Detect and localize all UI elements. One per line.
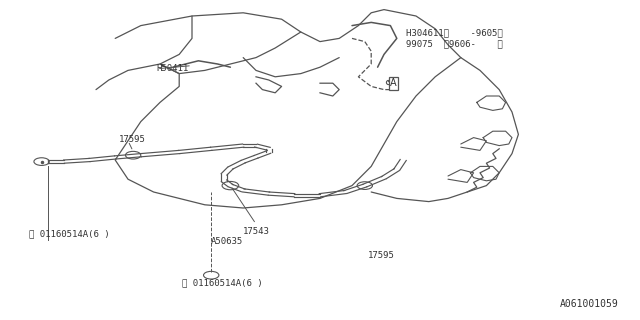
Text: 17595: 17595	[118, 135, 145, 144]
Text: A061001059: A061001059	[560, 299, 619, 309]
Text: A: A	[390, 78, 397, 88]
Text: A50635: A50635	[211, 237, 243, 246]
Text: 17595: 17595	[368, 252, 395, 260]
Text: H50411: H50411	[157, 64, 189, 73]
Text: Ⓑ 01160514A(6 ): Ⓑ 01160514A(6 )	[29, 229, 109, 238]
Text: H304611〈    -9605〉
99075  〈9606-    〉: H304611〈 -9605〉 99075 〈9606- 〉	[406, 29, 503, 48]
Text: 17543: 17543	[243, 228, 270, 236]
Text: Ⓑ 01160514A(6 ): Ⓑ 01160514A(6 )	[182, 279, 263, 288]
